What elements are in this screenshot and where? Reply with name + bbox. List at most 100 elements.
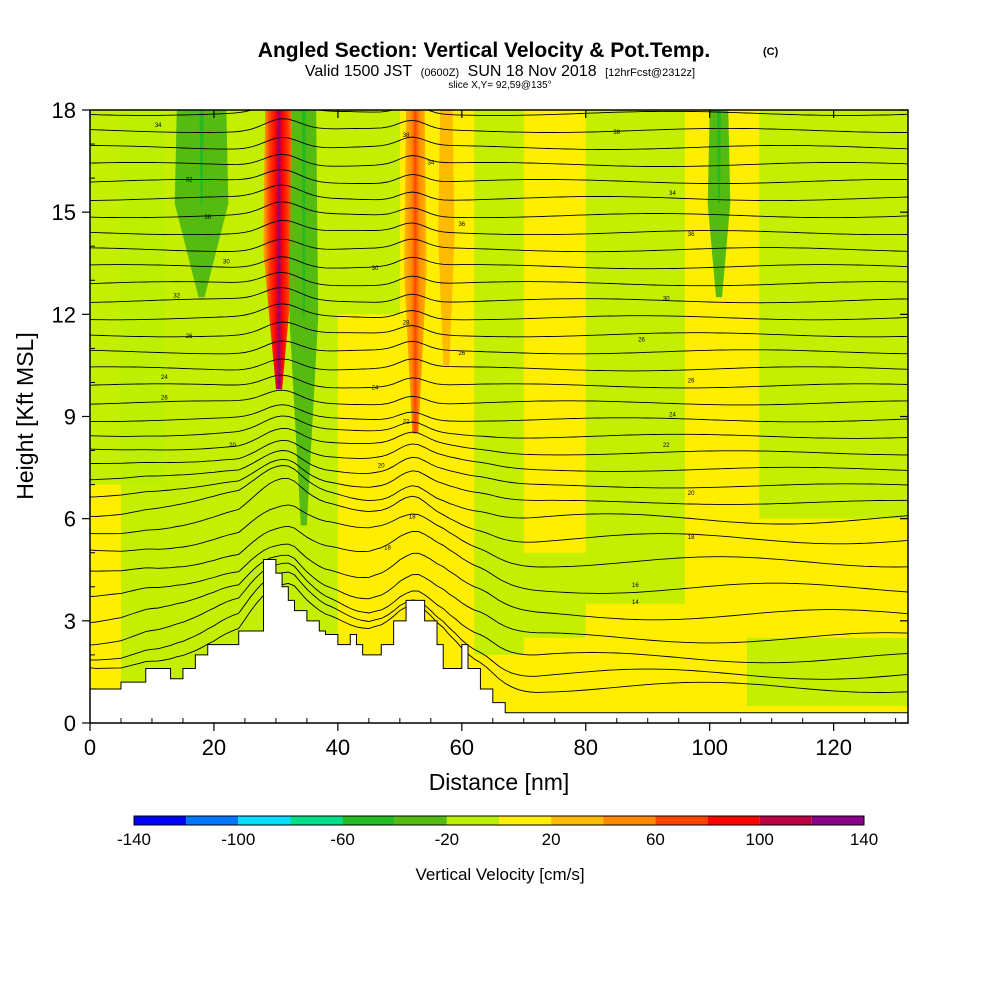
theta-contour — [90, 238, 908, 253]
theta-contour — [90, 201, 908, 219]
theta-contour — [90, 256, 908, 270]
theta-contour — [90, 450, 908, 489]
field-band — [746, 637, 908, 706]
contour-label: 20 — [229, 443, 236, 449]
theta-contour — [90, 153, 908, 167]
colorbar: -140 -100 -60 -20 20 60 100 140 — [117, 815, 878, 849]
colorbar-swatch — [551, 816, 604, 825]
x-tick-label: 20 — [202, 735, 226, 760]
contour-label: 34 — [427, 160, 434, 166]
theta-contour — [90, 439, 908, 472]
theta-contour — [90, 525, 908, 594]
colorbar-tick-label: 140 — [850, 830, 878, 849]
contour-label: 20 — [688, 491, 695, 497]
downdraft-3-core — [301, 110, 306, 318]
colorbar-frame — [133, 815, 865, 826]
theta-contour — [90, 458, 908, 505]
colorbar-swatch — [499, 816, 552, 825]
theta-contour — [90, 582, 908, 693]
contour-label: 24 — [669, 413, 676, 419]
contour-label: 26 — [688, 378, 695, 384]
x-axis: 0 20 40 60 80 100 120 — [84, 110, 897, 760]
contour-label: 22 — [663, 443, 670, 449]
contour-label: 26 — [458, 351, 465, 357]
terrain — [90, 559, 908, 723]
y-tick-label: 0 — [64, 711, 76, 736]
chart-title: Angled Section: Vertical Velocity & Pot.… — [258, 39, 710, 62]
field-band — [523, 552, 586, 638]
downdraft-2-core — [716, 110, 721, 204]
colorbar-tick-label: -60 — [330, 830, 355, 849]
contour-label: 18 — [384, 545, 391, 551]
theta-contour — [90, 118, 908, 133]
colorbar-swatch — [655, 816, 708, 825]
contour-label: 18 — [688, 535, 695, 541]
contour-label: 28 — [403, 321, 410, 327]
colorbar-tick-label: -100 — [221, 830, 255, 849]
chart-subtitle: Valid 1500 JST (0600Z) SUN 18 Nov 2018 [… — [305, 63, 695, 80]
subtitle-forecast: [12hrFcst@2312z] — [605, 67, 695, 79]
field-band — [474, 110, 524, 655]
contour-label: 16 — [632, 583, 639, 589]
y-axis-label: Height [Kft MSL] — [12, 332, 38, 499]
field-band — [90, 110, 165, 485]
downdraft-1-core — [199, 110, 204, 204]
contour-label: 20 — [378, 464, 385, 470]
theta-contour — [90, 404, 908, 423]
theta-contour — [90, 219, 908, 236]
theta-contour — [90, 465, 908, 525]
slice-label: slice X,Y= 92,59@135° — [448, 80, 551, 91]
contour-label: 22 — [403, 419, 410, 425]
y-tick-label: 6 — [64, 507, 76, 532]
theta-contour — [90, 287, 908, 304]
theta-contour — [90, 358, 908, 372]
colorbar-swatch — [603, 816, 656, 825]
colorbar-swatch — [290, 816, 343, 825]
colorbar-swatch — [446, 816, 499, 825]
colorbar-swatch — [759, 816, 812, 825]
x-tick-label: 40 — [326, 735, 350, 760]
theta-contour — [90, 477, 908, 545]
contour-label: 14 — [632, 600, 639, 606]
contour-label: 30 — [663, 297, 670, 303]
chart-title-suffix: (C) — [763, 46, 779, 58]
colorbar-swatch — [134, 816, 187, 825]
theta-contour — [90, 389, 908, 406]
contour-label: 26 — [638, 338, 645, 344]
contour-label: 32 — [173, 293, 180, 299]
colorbar-swatch — [811, 816, 864, 825]
colorbar-swatch — [707, 816, 760, 825]
y-tick-label: 18 — [52, 98, 76, 123]
colorbar-tick-label: 100 — [746, 830, 774, 849]
theta-contour — [90, 562, 908, 664]
theta-contour — [90, 321, 908, 338]
theta-contour — [90, 504, 908, 568]
theta-contour — [90, 415, 908, 439]
contour-label: 18 — [409, 515, 416, 521]
colorbar-swatch — [186, 816, 239, 825]
theta-contour — [90, 303, 908, 321]
theta-contour — [90, 271, 908, 287]
theta-contour — [90, 136, 908, 150]
colorbar-tick-label: 20 — [542, 830, 561, 849]
contour-label: 24 — [161, 375, 168, 381]
theta-contour — [90, 427, 908, 456]
theta-contour — [90, 543, 908, 621]
contour-label: 26 — [186, 334, 193, 340]
subtitle-date: SUN 18 Nov 2018 — [468, 63, 597, 80]
colorbar-tick-label: 60 — [646, 830, 665, 849]
y-tick-label: 15 — [52, 200, 76, 225]
y-tick-label: 12 — [52, 302, 76, 327]
y-tick-label: 9 — [64, 405, 76, 430]
contour-label: 36 — [458, 222, 465, 228]
subtitle-valid-time: Valid 1500 JST — [305, 63, 413, 80]
colorbar-label: Vertical Velocity [cm/s] — [415, 865, 584, 884]
updraft-core-1 — [263, 110, 295, 390]
subtitle-utc-time: (0600Z) — [421, 67, 460, 79]
x-tick-label: 0 — [84, 735, 96, 760]
contour-label: 34 — [669, 191, 676, 197]
contour-label: 36 — [688, 232, 695, 238]
contour-label: 36 — [204, 215, 211, 221]
theta-contour — [90, 169, 908, 185]
